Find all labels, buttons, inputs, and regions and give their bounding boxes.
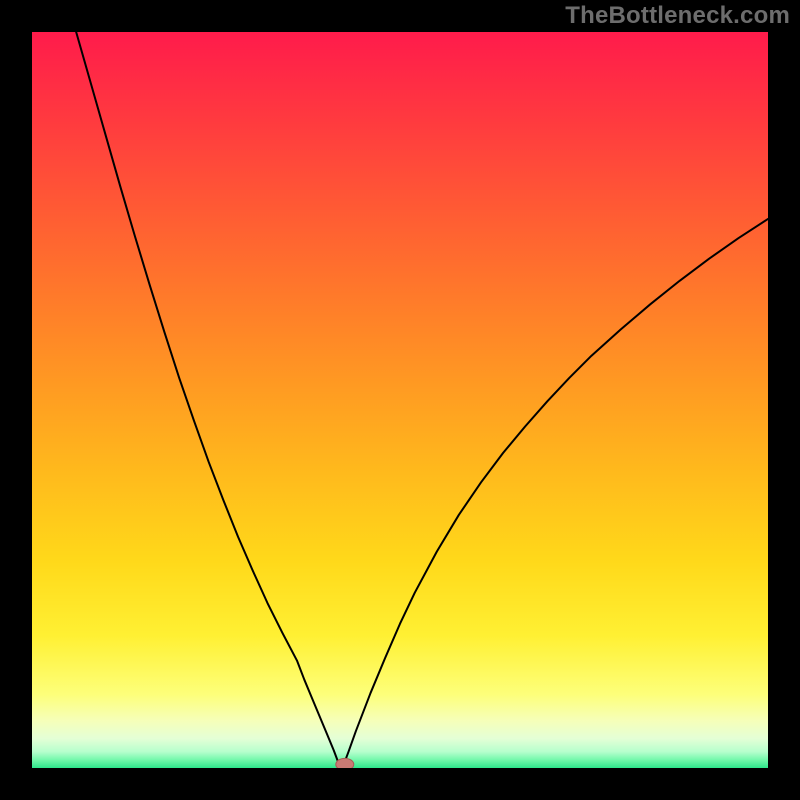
watermark-text: TheBottleneck.com xyxy=(565,2,790,30)
chart-stage: TheBottleneck.com xyxy=(0,0,800,800)
bottleneck-chart xyxy=(0,0,800,800)
gradient-background xyxy=(32,32,768,768)
